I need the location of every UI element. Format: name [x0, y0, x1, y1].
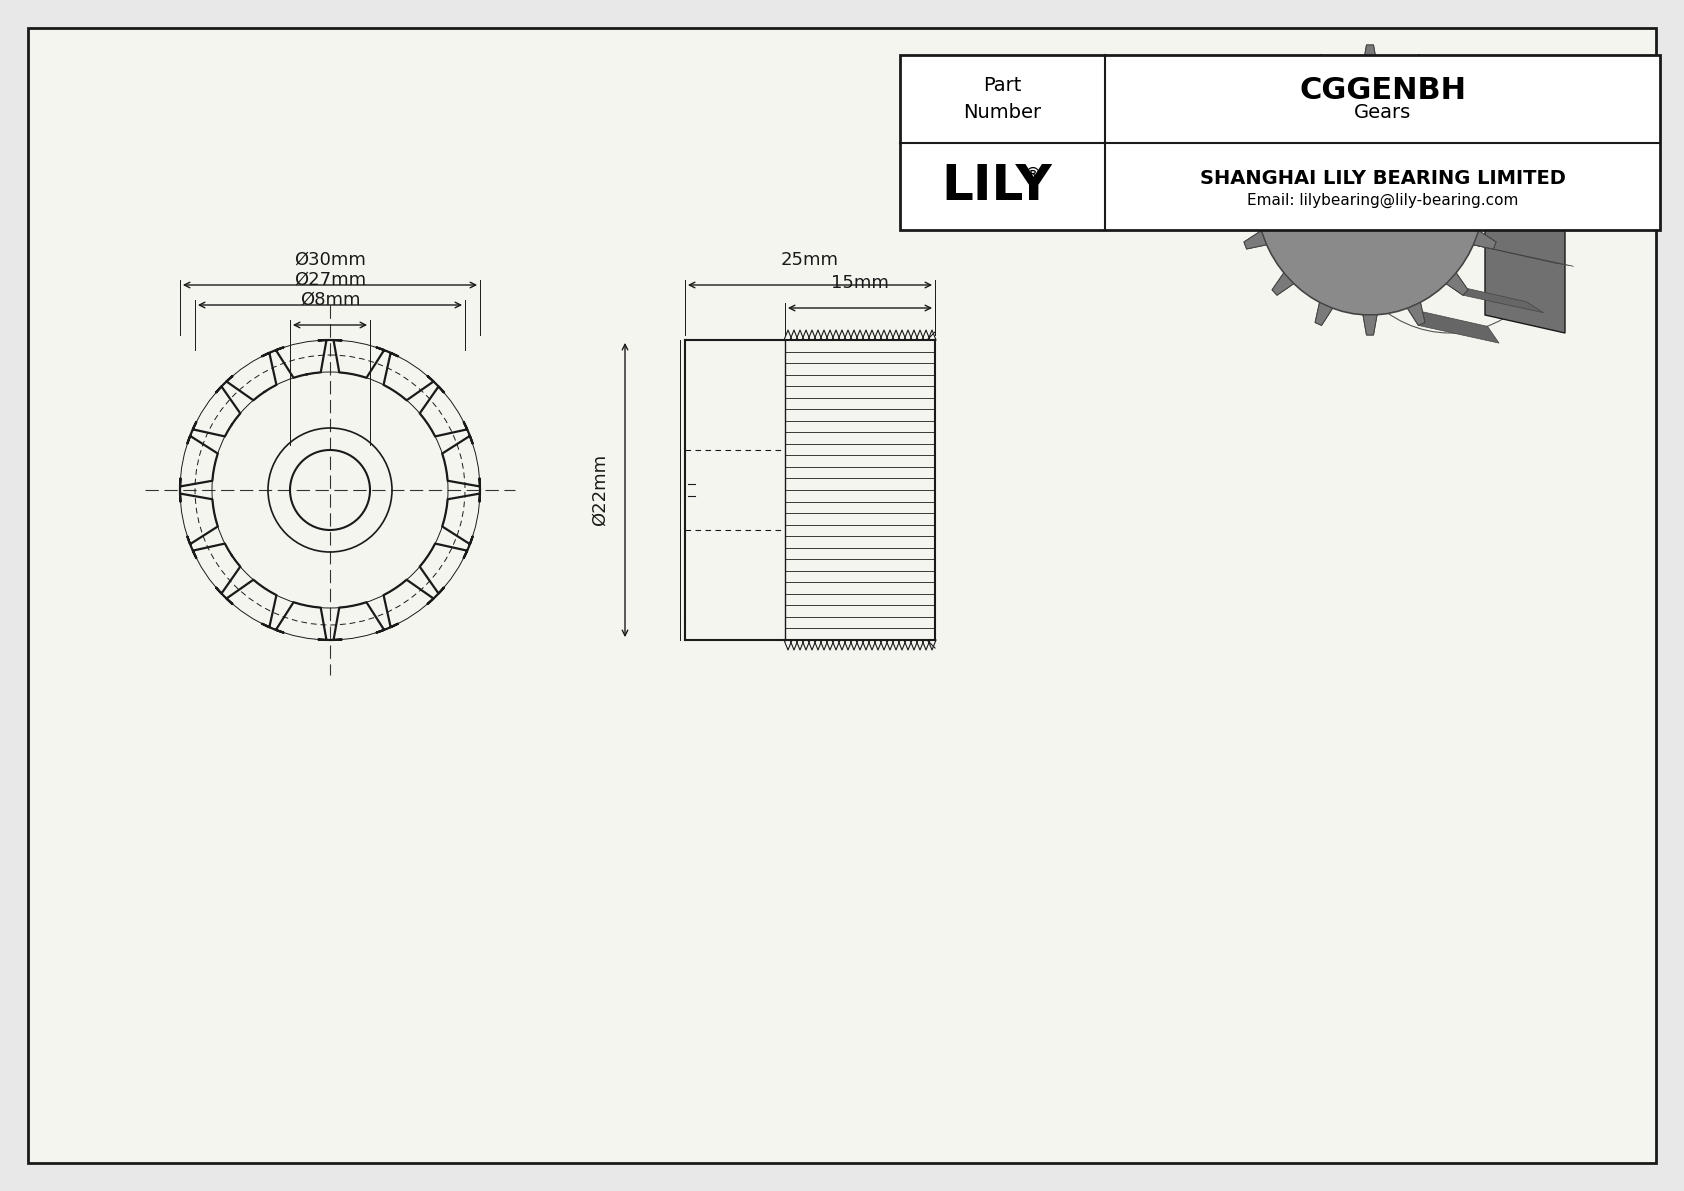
- Polygon shape: [1447, 85, 1468, 107]
- Text: Ø22mm: Ø22mm: [591, 454, 610, 526]
- Polygon shape: [1271, 273, 1293, 295]
- Text: SHANGHAI LILY BEARING LIMITED: SHANGHAI LILY BEARING LIMITED: [1199, 169, 1566, 188]
- Polygon shape: [1271, 85, 1293, 107]
- Polygon shape: [1479, 138, 1576, 167]
- Polygon shape: [1474, 231, 1495, 249]
- Polygon shape: [1362, 45, 1378, 66]
- Polygon shape: [1271, 85, 1293, 107]
- Text: 15mm: 15mm: [832, 274, 889, 292]
- Polygon shape: [1474, 131, 1495, 149]
- Polygon shape: [1447, 273, 1468, 295]
- Text: Ø30mm: Ø30mm: [295, 251, 365, 269]
- Text: Part
Number: Part Number: [963, 76, 1042, 121]
- Text: 25mm: 25mm: [781, 251, 839, 269]
- Text: ®: ®: [1024, 166, 1042, 183]
- Text: Ø8mm: Ø8mm: [300, 291, 360, 308]
- Polygon shape: [1408, 303, 1425, 325]
- Polygon shape: [1244, 131, 1266, 149]
- Polygon shape: [1244, 231, 1266, 249]
- Polygon shape: [1362, 314, 1378, 335]
- Text: LILY: LILY: [941, 162, 1052, 211]
- Polygon shape: [1244, 131, 1266, 149]
- Polygon shape: [1457, 91, 1548, 125]
- Polygon shape: [1447, 283, 1544, 313]
- Polygon shape: [1315, 55, 1332, 77]
- Polygon shape: [1271, 273, 1293, 295]
- Polygon shape: [1315, 55, 1332, 77]
- Polygon shape: [1474, 245, 1573, 267]
- Polygon shape: [1234, 182, 1255, 198]
- Ellipse shape: [1384, 166, 1391, 174]
- Polygon shape: [1421, 57, 1504, 95]
- Ellipse shape: [1342, 160, 1398, 222]
- Bar: [899, 55, 1660, 230]
- Polygon shape: [1408, 308, 1499, 343]
- Ellipse shape: [1255, 66, 1485, 314]
- Text: Email: lilybearing@lily-bearing.com: Email: lilybearing@lily-bearing.com: [1246, 193, 1519, 208]
- Ellipse shape: [1356, 174, 1384, 206]
- Polygon shape: [1474, 131, 1495, 149]
- Polygon shape: [1447, 273, 1468, 295]
- Polygon shape: [1408, 55, 1425, 77]
- Polygon shape: [1408, 55, 1425, 77]
- Text: Ø27mm: Ø27mm: [295, 272, 365, 289]
- Polygon shape: [1362, 314, 1378, 335]
- Polygon shape: [1474, 231, 1495, 249]
- Polygon shape: [1362, 45, 1378, 66]
- Polygon shape: [1315, 303, 1332, 325]
- Text: Gears: Gears: [1354, 104, 1411, 123]
- Polygon shape: [1485, 194, 1585, 216]
- Polygon shape: [1234, 182, 1255, 198]
- Polygon shape: [1485, 182, 1505, 198]
- Text: CGGENBH: CGGENBH: [1298, 76, 1467, 105]
- Polygon shape: [1485, 66, 1564, 333]
- Polygon shape: [1485, 182, 1505, 198]
- Polygon shape: [1447, 85, 1468, 107]
- Polygon shape: [1408, 303, 1425, 325]
- Polygon shape: [1244, 231, 1266, 249]
- Polygon shape: [1315, 303, 1332, 325]
